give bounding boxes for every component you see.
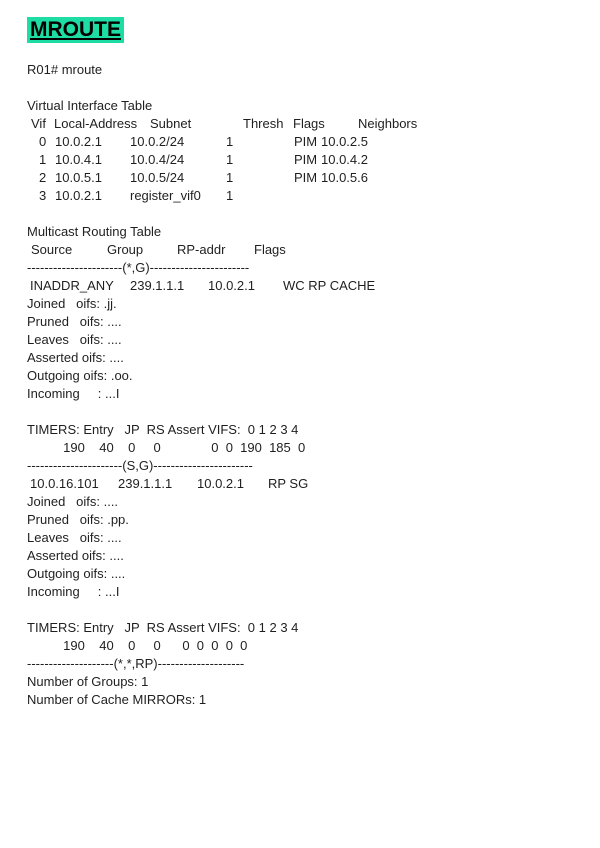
vif-cell: 10.0.5.6	[321, 170, 368, 185]
star-star-rp-divider: --------------------(*,*,RP)------------…	[27, 656, 245, 671]
vif-cell: 10.0.2.1	[55, 134, 102, 149]
spacer	[27, 205, 573, 223]
vif-cell: 2	[39, 170, 47, 185]
star-g-entry-row: INADDR_ANY 239.1.1.1 10.0.2.1 WC RP CACH…	[27, 277, 573, 295]
page-title: MROUTE	[27, 17, 124, 43]
star-g-joined-oifs: Joined oifs: .jj.	[27, 296, 117, 311]
number-of-groups: Number of Groups: 1	[27, 674, 149, 689]
entry-flags: WC RP CACHE	[283, 278, 376, 293]
vif-cell: 10.0.5.1	[55, 170, 102, 185]
mroute-table-header: Source Group RP-addr Flags	[27, 241, 573, 259]
vif-cell: 1	[226, 152, 234, 167]
s-g-asserted-oifs: Asserted oifs: ....	[27, 548, 124, 563]
star-g-timers-values: 190 40 0 0 0 0 190 185 0	[27, 440, 306, 455]
entry-group: 239.1.1.1	[118, 476, 173, 491]
s-g-divider: ----------------------(S,G)-------------…	[27, 458, 253, 473]
vif-cell: 1	[39, 152, 47, 167]
mroute-table-title: Multicast Routing Table	[27, 224, 162, 239]
vif-cell: 1	[226, 170, 234, 185]
mroute-col-group: Group	[107, 242, 144, 257]
vif-cell: PIM	[294, 152, 318, 167]
star-g-pruned-oifs: Pruned oifs: ....	[27, 314, 122, 329]
vif-col-neighbors: Neighbors	[358, 116, 418, 131]
entry-rp-addr: 10.0.2.1	[208, 278, 255, 293]
vif-cell: 10.0.2.5	[321, 134, 368, 149]
document-page: MROUTE R01# mroute Virtual Interface Tab…	[27, 17, 573, 707]
star-g-outgoing-oifs: Outgoing oifs: .oo.	[27, 368, 133, 383]
star-g-divider: ----------------------(*,G)-------------…	[27, 260, 250, 275]
vif-cell: 10.0.4.1	[55, 152, 102, 167]
number-of-cache-mirrors: Number of Cache MIRRORs: 1	[27, 692, 207, 707]
entry-source: 10.0.16.101	[30, 476, 99, 491]
vif-cell: 10.0.4/24	[130, 152, 185, 167]
s-g-leaves-oifs: Leaves oifs: ....	[27, 530, 122, 545]
star-g-incoming: Incoming : ...I	[27, 386, 120, 401]
star-g-asserted-oifs: Asserted oifs: ....	[27, 350, 124, 365]
vif-col-thresh: Thresh	[243, 116, 284, 131]
star-g-leaves-oifs: Leaves oifs: ....	[27, 332, 122, 347]
s-g-entry-row: 10.0.16.101 239.1.1.1 10.0.2.1 RP SG	[27, 475, 573, 493]
spacer	[27, 79, 573, 97]
s-g-timers-values: 190 40 0 0 0 0 0 0 0	[27, 638, 248, 653]
vif-cell: 0	[39, 134, 47, 149]
vif-cell: 3	[39, 188, 47, 203]
s-g-pruned-oifs: Pruned oifs: .pp.	[27, 512, 129, 527]
vif-table-title: Virtual Interface Table	[27, 98, 153, 113]
vif-cell: PIM	[294, 134, 318, 149]
mroute-col-source: Source	[31, 242, 73, 257]
vif-col-vif: Vif	[31, 116, 46, 131]
mroute-col-rp-addr: RP-addr	[177, 242, 226, 257]
vif-col-flags: Flags	[293, 116, 325, 131]
vif-cell: 10.0.2/24	[130, 134, 185, 149]
vif-table-header: Vif Local-Address Subnet Thresh Flags Ne…	[27, 115, 573, 133]
s-g-incoming: Incoming : ...I	[27, 584, 120, 599]
vif-col-local-address: Local-Address	[54, 116, 138, 131]
entry-rp-addr: 10.0.2.1	[197, 476, 244, 491]
title-row: MROUTE	[27, 17, 573, 43]
spacer	[27, 403, 573, 421]
vif-cell	[321, 187, 573, 205]
vif-col-subnet: Subnet	[150, 116, 192, 131]
vif-cell: PIM	[294, 170, 318, 185]
vif-cell: 1	[226, 188, 234, 203]
s-g-joined-oifs: Joined oifs: ....	[27, 494, 119, 509]
entry-flags: RP SG	[268, 476, 309, 491]
spacer	[27, 601, 573, 619]
vif-cell	[294, 187, 321, 205]
mroute-col-flags: Flags	[254, 242, 286, 257]
terminal-prompt: R01# mroute	[27, 62, 103, 77]
vif-table-row: 2 10.0.5.1 10.0.5/24 1 PIM 10.0.5.6	[27, 169, 573, 187]
vif-table-row: 1 10.0.4.1 10.0.4/24 1 PIM 10.0.4.2	[27, 151, 573, 169]
s-g-outgoing-oifs: Outgoing oifs: ....	[27, 566, 126, 581]
vif-cell: 10.0.5/24	[130, 170, 185, 185]
vif-table-row: 3 10.0.2.1 register_vif0 1	[27, 187, 573, 205]
s-g-timers-header: TIMERS: Entry JP RS Assert VIFS: 0 1 2 3…	[27, 620, 299, 635]
entry-source: INADDR_ANY	[30, 278, 114, 293]
star-g-timers-header: TIMERS: Entry JP RS Assert VIFS: 0 1 2 3…	[27, 422, 299, 437]
vif-cell: 1	[226, 134, 234, 149]
vif-cell: 10.0.4.2	[321, 152, 368, 167]
entry-group: 239.1.1.1	[130, 278, 185, 293]
vif-cell: 10.0.2.1	[55, 188, 102, 203]
vif-table-row: 0 10.0.2.1 10.0.2/24 1 PIM 10.0.2.5	[27, 133, 573, 151]
vif-cell: register_vif0	[130, 188, 201, 203]
